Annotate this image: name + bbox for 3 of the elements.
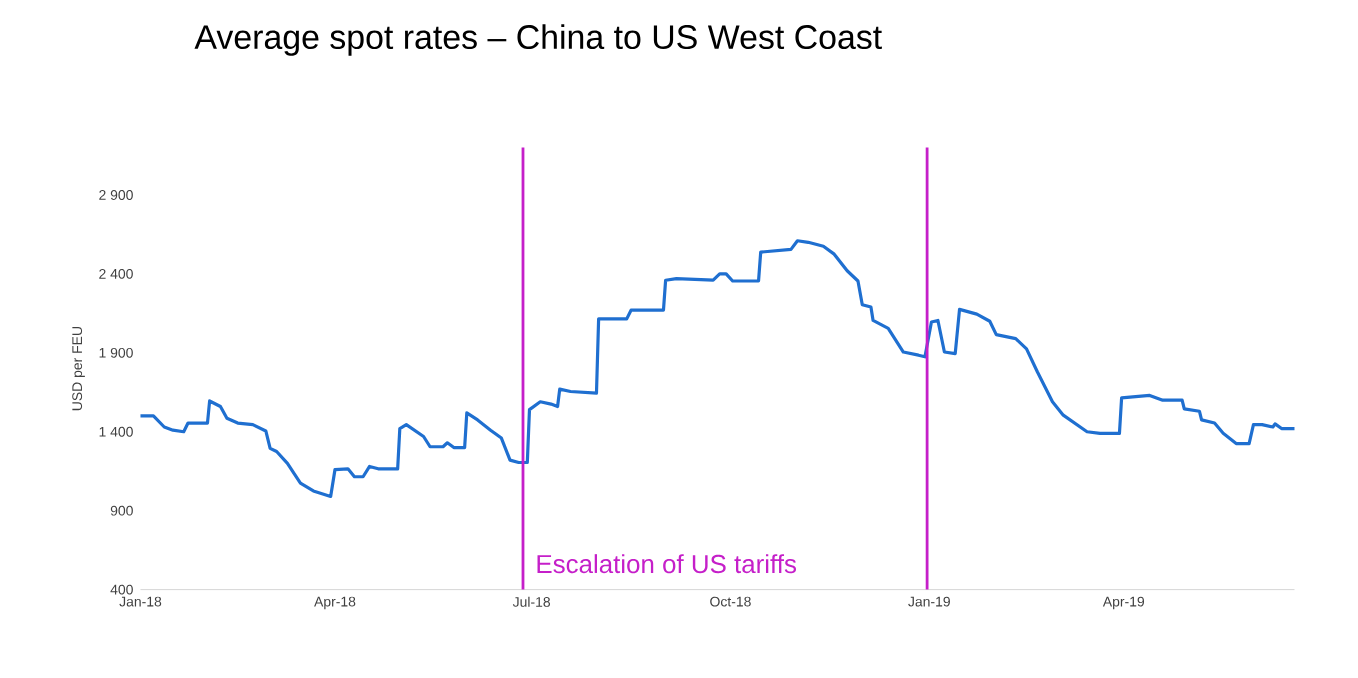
line-series [138, 239, 1297, 499]
annotation: Escalation of US tariffs [537, 554, 797, 574]
chart-title: Average spot rates – China to US West Coast [194, 24, 882, 56]
